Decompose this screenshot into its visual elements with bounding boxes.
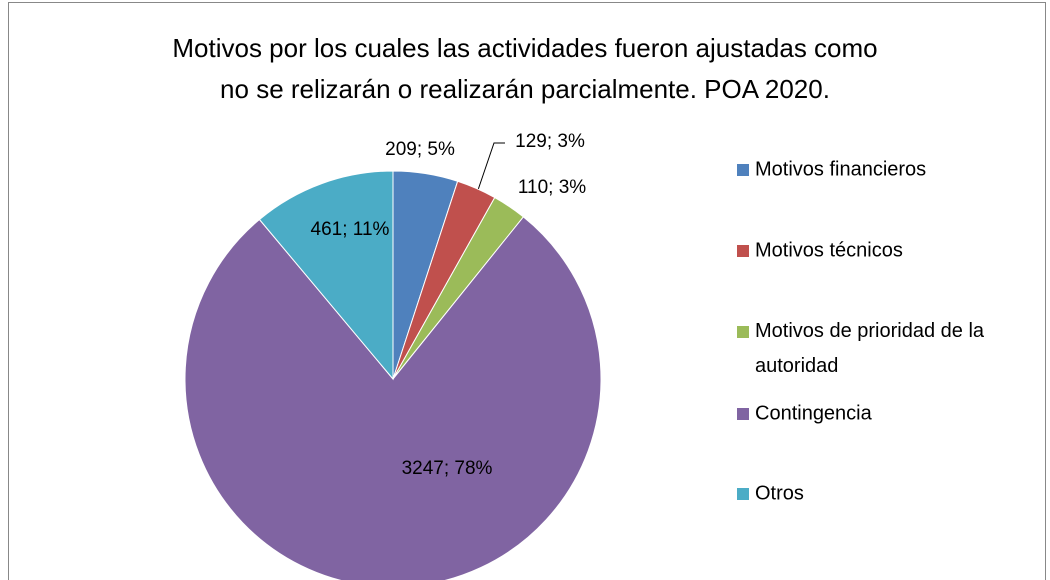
legend-label: Otros [755, 482, 804, 504]
data-label: 129; 3% [515, 131, 585, 152]
pie-slice [258, 170, 394, 381]
pie-slice [184, 216, 602, 580]
legend-swatch [737, 245, 749, 257]
legend-label: Motivos técnicos [755, 239, 903, 261]
legend-swatch [737, 326, 749, 338]
legend-label: Contingencia [755, 402, 873, 424]
legend-label: Motivos financieros [755, 158, 926, 180]
data-label: 3247; 78% [402, 458, 493, 479]
legend-swatch [737, 408, 749, 420]
legend-label: Motivos de prioridad de la autoridad [755, 320, 985, 377]
data-label: 110; 3% [518, 177, 586, 198]
chart-title: Motivos por los cuales las actividades f… [172, 33, 877, 63]
legend-swatch [737, 164, 749, 176]
leader-line [477, 142, 505, 191]
legend-swatch [737, 488, 749, 500]
chart-title: no se relizarán o realizarán parcialment… [220, 74, 830, 104]
data-label: 461; 11% [311, 219, 390, 240]
data-label: 209; 5% [385, 139, 455, 160]
